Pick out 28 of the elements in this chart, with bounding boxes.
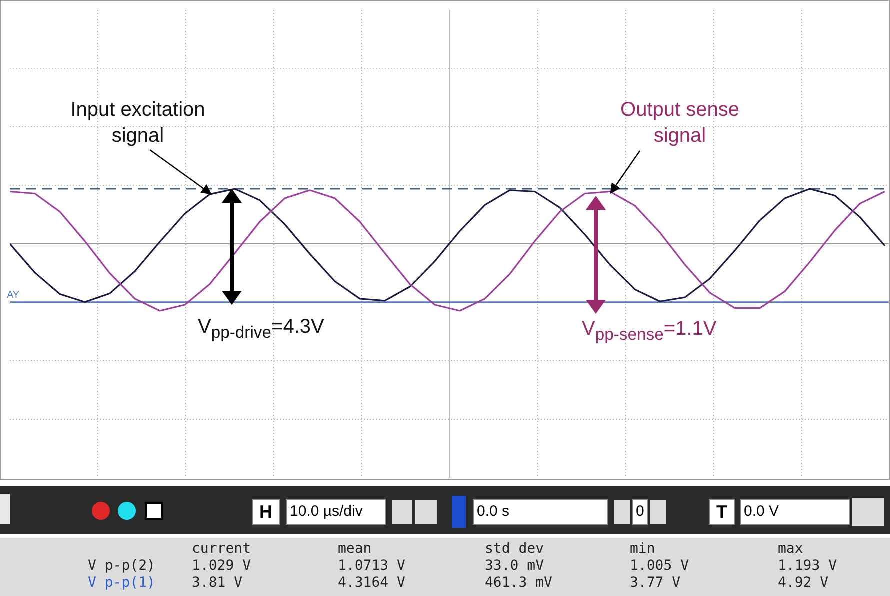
text: 4.92 V	[778, 575, 829, 591]
text: Input excitation signal	[70, 99, 206, 147]
text: 1.193 V	[778, 558, 838, 574]
text: 3.81 V	[192, 575, 243, 591]
text: H	[260, 502, 272, 522]
text: Output sense signal	[620, 99, 740, 147]
text: V p-p(2)	[88, 558, 156, 574]
text: 1.029 V	[192, 558, 252, 574]
text: V$_{pp-drive}$=4.3V	[198, 316, 324, 342]
text: 1.0713 V	[338, 558, 406, 574]
text: max	[778, 541, 804, 557]
text: min	[630, 541, 656, 557]
text: 1.005 V	[630, 558, 690, 574]
text: V$_{pp-sense}$=1.1V	[582, 318, 717, 344]
ref-line-label: AY	[7, 290, 20, 301]
text: 33.0 mV	[485, 558, 544, 574]
text: 4.3164 V	[338, 575, 406, 591]
text: 461.3 mV	[485, 575, 552, 591]
text: 0.0 s	[477, 503, 510, 520]
text: 0	[636, 503, 644, 520]
text: current	[192, 541, 252, 557]
text: V p-p(1)	[88, 575, 156, 591]
text: 10.0 µs/div	[290, 503, 363, 520]
text: 3.77 V	[630, 575, 681, 591]
text: mean	[338, 541, 372, 557]
text: 0.0 V	[744, 503, 780, 520]
text: std dev	[485, 541, 544, 557]
text: T	[716, 502, 728, 522]
